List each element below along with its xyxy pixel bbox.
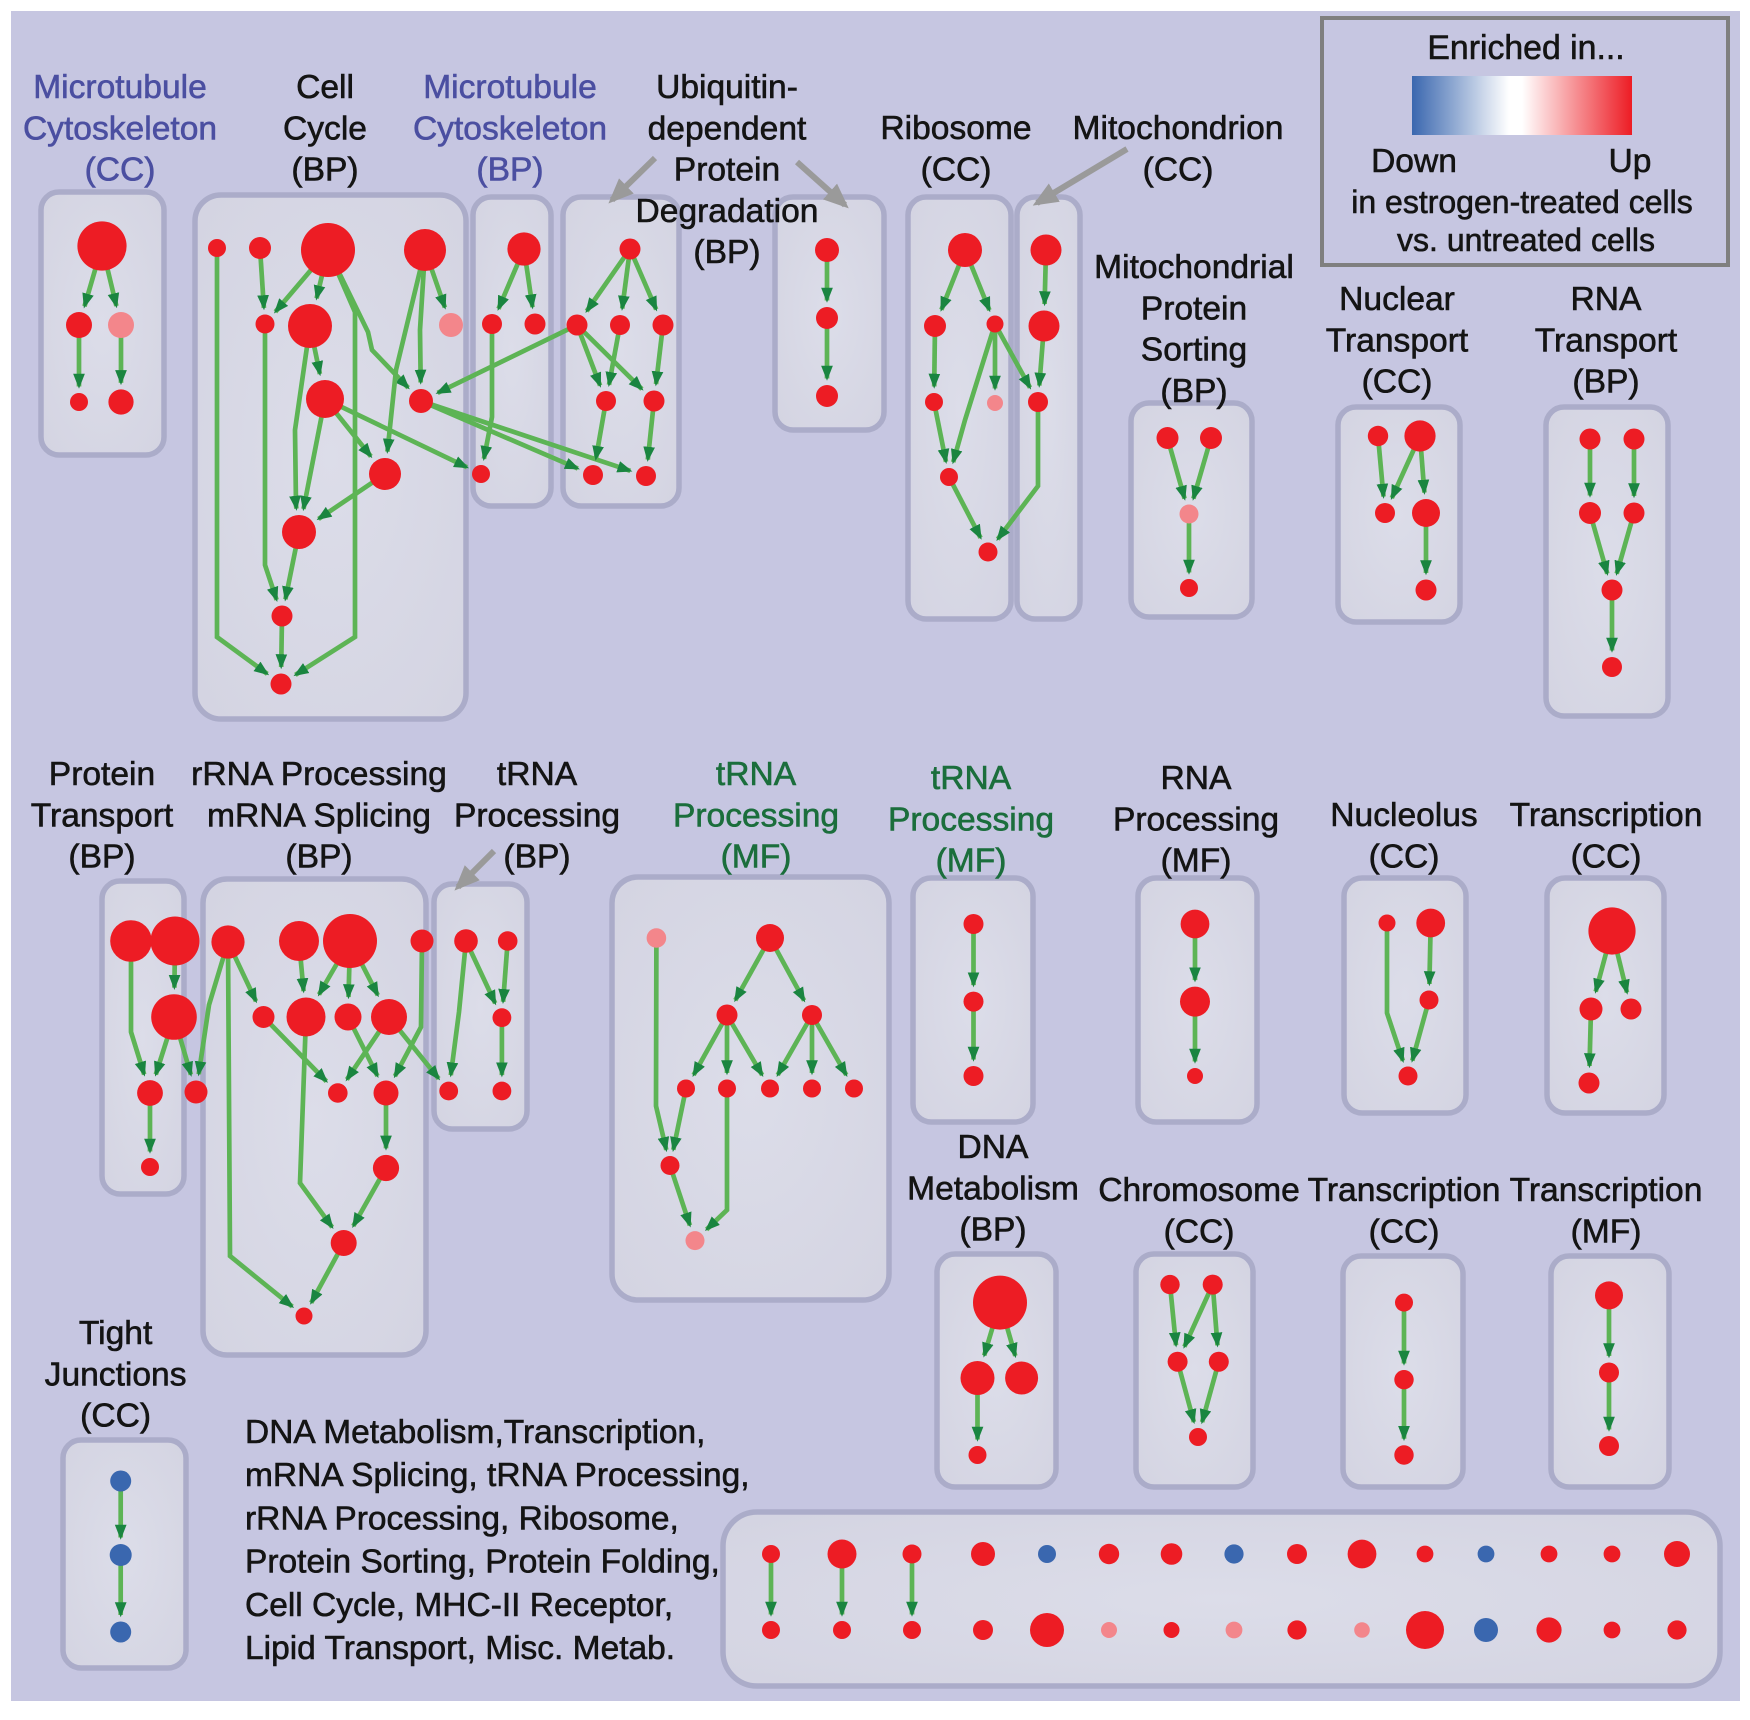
- svg-text:Mitochondrion(CC): Mitochondrion (CC): [1073, 110, 1284, 188]
- svg-text:Transcription(CC): Transcription (CC): [1308, 1172, 1501, 1250]
- svg-text:vs. untreated cells: vs. untreated cells: [1397, 222, 1655, 258]
- svg-text:Transcription(CC): Transcription (CC): [1510, 797, 1703, 875]
- svg-text:Chromosome(CC): Chromosome (CC): [1098, 1172, 1300, 1250]
- svg-text:Up: Up: [1609, 143, 1652, 180]
- svg-text:Enriched in...: Enriched in...: [1427, 29, 1624, 67]
- svg-text:Transcription(MF): Transcription (MF): [1510, 1172, 1703, 1250]
- svg-text:Ribosome(CC): Ribosome (CC): [880, 110, 1031, 188]
- svg-text:Nucleolus(CC): Nucleolus (CC): [1330, 797, 1477, 875]
- svg-text:DNA Metabolism,Transcription,m: DNA Metabolism,Transcription, mRNA Splici…: [245, 1414, 750, 1667]
- svg-text:Down: Down: [1371, 143, 1457, 180]
- svg-text:in estrogen-treated cells: in estrogen-treated cells: [1351, 184, 1693, 220]
